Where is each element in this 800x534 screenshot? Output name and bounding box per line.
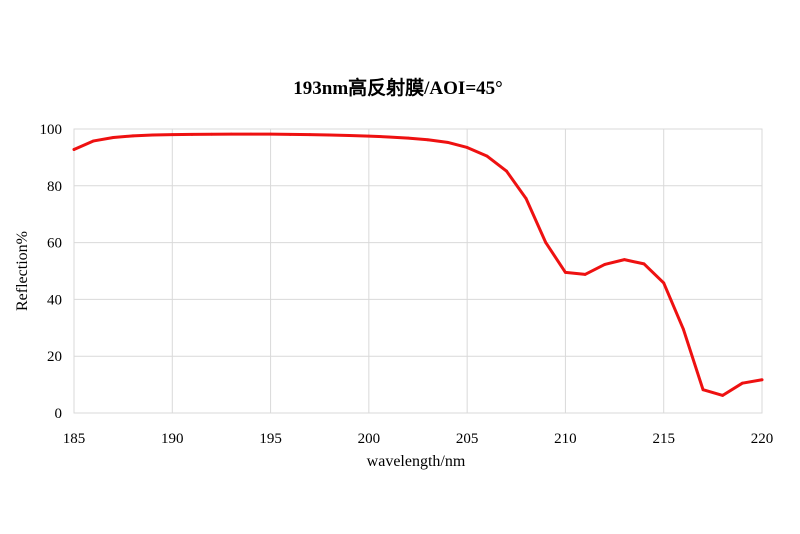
data-point bbox=[446, 140, 449, 144]
y-tick-label: 40 bbox=[47, 292, 62, 308]
gridlines bbox=[73, 128, 763, 414]
x-tick-label: 205 bbox=[456, 431, 479, 447]
data-point bbox=[544, 241, 548, 245]
data-point bbox=[367, 134, 371, 138]
data-point bbox=[288, 132, 292, 136]
data-point bbox=[72, 148, 76, 151]
data-point bbox=[426, 138, 430, 142]
data-point bbox=[740, 381, 744, 385]
data-point bbox=[328, 133, 331, 137]
y-tick-label: 80 bbox=[47, 179, 62, 195]
data-point bbox=[210, 132, 214, 136]
data-point bbox=[111, 136, 115, 139]
data-point bbox=[662, 281, 666, 285]
data-point bbox=[505, 169, 508, 173]
data-point bbox=[681, 327, 685, 331]
data-point bbox=[642, 262, 646, 266]
data-point bbox=[406, 136, 410, 140]
data-point bbox=[485, 154, 489, 158]
data-point bbox=[92, 139, 96, 143]
y-tick-label: 60 bbox=[47, 236, 62, 252]
data-point bbox=[151, 133, 155, 137]
data-point bbox=[131, 134, 135, 138]
data-point bbox=[229, 132, 233, 136]
y-tick-label: 100 bbox=[40, 122, 63, 138]
data-point bbox=[564, 271, 567, 274]
y-axis-label: Reflection% bbox=[14, 231, 31, 311]
data-point bbox=[603, 263, 607, 266]
data-point bbox=[701, 388, 705, 392]
x-tick-label: 215 bbox=[652, 431, 675, 447]
reflection-series-line bbox=[72, 132, 764, 397]
x-tick-label: 185 bbox=[63, 431, 86, 447]
data-point bbox=[623, 258, 626, 262]
x-tick-label: 220 bbox=[751, 431, 774, 447]
data-point bbox=[249, 132, 253, 136]
x-axis-label: wavelength/nm bbox=[367, 453, 466, 470]
data-point bbox=[347, 134, 351, 137]
plot-frame bbox=[73, 128, 763, 414]
data-point bbox=[583, 273, 587, 276]
x-tick-labels: 185 190 195 200 205 210 215 220 bbox=[63, 431, 774, 447]
y-tick-labels: 0 20 40 60 80 100 bbox=[40, 122, 63, 422]
data-point bbox=[190, 132, 194, 136]
x-tick-label: 210 bbox=[554, 431, 577, 447]
data-point bbox=[170, 133, 174, 137]
x-tick-label: 190 bbox=[161, 431, 184, 447]
x-tick-label: 195 bbox=[259, 431, 282, 447]
y-tick-label: 0 bbox=[55, 406, 63, 422]
x-tick-label: 200 bbox=[358, 431, 381, 447]
data-point bbox=[269, 132, 272, 136]
data-point bbox=[387, 135, 390, 139]
data-point bbox=[721, 393, 725, 397]
data-point bbox=[524, 197, 528, 200]
data-point bbox=[760, 378, 764, 382]
series-layer bbox=[72, 132, 764, 397]
data-point bbox=[465, 146, 469, 149]
chart-title: 193nm高反射膜/AOI=45° bbox=[293, 76, 503, 99]
y-tick-label: 20 bbox=[47, 349, 62, 365]
data-point bbox=[308, 133, 312, 137]
